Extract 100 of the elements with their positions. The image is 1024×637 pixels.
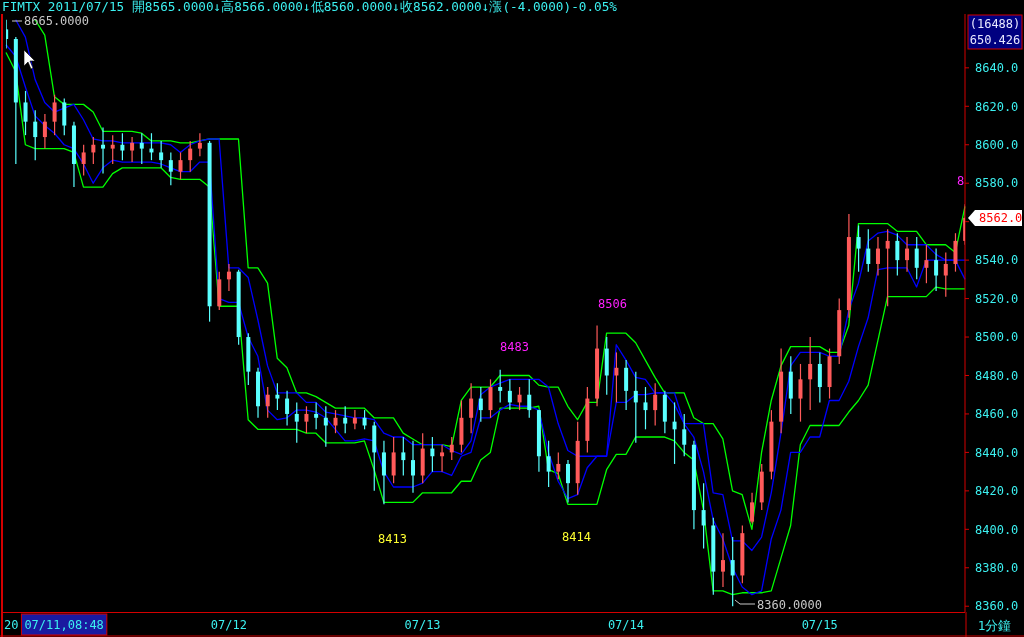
x-tick-label: 07/15 xyxy=(801,618,838,632)
text: 8562.0 xyxy=(979,211,1023,225)
candlestick xyxy=(33,109,38,161)
candlestick xyxy=(440,444,445,473)
candlestick xyxy=(323,405,328,448)
candlestick xyxy=(130,136,135,163)
candlestick xyxy=(449,436,454,461)
candlestick xyxy=(101,126,106,175)
candlestick xyxy=(343,405,348,434)
y-tick-label: 8380.0 xyxy=(975,561,1019,576)
candlestick xyxy=(953,232,958,273)
y-tick-label: 8640.0 xyxy=(975,61,1019,76)
candlestick xyxy=(430,436,435,473)
candlestick xyxy=(566,459,570,503)
candlestick xyxy=(498,369,503,404)
y-tick-label: 8540.0 xyxy=(975,253,1019,268)
candlestick xyxy=(720,532,725,588)
y-tick-label: 8420.0 xyxy=(975,484,1019,499)
candlestick xyxy=(817,351,822,404)
x-tick-label: 07/14 xyxy=(607,618,645,632)
candlestick xyxy=(556,451,561,480)
candlestick xyxy=(905,236,910,273)
candlestick xyxy=(178,151,183,180)
candlestick xyxy=(159,140,164,169)
candlestick xyxy=(730,536,735,607)
candlestick xyxy=(856,224,861,273)
candlestick xyxy=(62,98,67,136)
candlestick xyxy=(285,390,290,427)
candlestick xyxy=(527,378,532,419)
candlestick xyxy=(352,409,357,430)
candlestick xyxy=(91,136,96,165)
y-tick-label: 8480.0 xyxy=(975,368,1019,383)
annotation: 8506 xyxy=(598,297,627,311)
candlestick xyxy=(701,482,706,550)
candlestick xyxy=(139,132,144,165)
candlestick xyxy=(23,90,28,136)
candlestick xyxy=(197,132,202,157)
annotation: 8414 xyxy=(562,530,591,544)
candlestick xyxy=(275,382,280,411)
annotation: 8360.0000 xyxy=(757,598,823,612)
candlestick xyxy=(42,113,47,150)
candlestick xyxy=(81,144,86,177)
candlestick xyxy=(411,440,416,494)
candlestick xyxy=(682,413,687,457)
candlestick xyxy=(750,492,755,525)
y-tick-label: 8440.0 xyxy=(975,445,1019,460)
candlestick xyxy=(798,363,803,423)
candlestick xyxy=(110,134,115,165)
x-axis-title: 1分鐘 xyxy=(977,618,1012,633)
candlestick xyxy=(469,382,474,434)
candlestick xyxy=(914,236,919,280)
candlestick xyxy=(875,236,880,277)
candlestick xyxy=(478,386,483,423)
candlestick xyxy=(52,94,57,136)
candlestick xyxy=(924,244,929,284)
annotation: 8665.0000 xyxy=(24,14,90,28)
candlestick xyxy=(304,405,309,434)
annotation: 8 xyxy=(957,174,965,188)
candlestick xyxy=(507,378,512,411)
y-tick-label: 8580.0 xyxy=(975,176,1019,191)
candlestick xyxy=(120,132,125,161)
candlestick xyxy=(226,263,231,292)
candlestick xyxy=(314,401,319,430)
candlestick xyxy=(808,336,813,411)
x-tick-label: 07/11,08:48 xyxy=(24,618,104,632)
candlestick xyxy=(294,401,299,444)
chart-title: FIMTX 2011/07/15 開8565.0000↓高8566.0000↓低8560.0000↓收8562.0000↓漲(-4.0000)-0.05% xyxy=(2,0,618,14)
candlestick xyxy=(885,228,890,307)
candlestick xyxy=(381,440,386,505)
candlestick xyxy=(643,386,648,430)
candlestick xyxy=(517,386,522,411)
candlestick xyxy=(488,378,493,419)
candlestick xyxy=(401,436,406,477)
candlestick xyxy=(895,232,900,277)
y-tick-label: 8360.0 xyxy=(975,599,1019,614)
candlestick xyxy=(546,440,551,488)
annotation: 8483 xyxy=(500,340,529,354)
y-tick-label: 8520.0 xyxy=(975,291,1019,306)
y-tick-label: 8620.0 xyxy=(975,99,1019,114)
candlestick xyxy=(653,382,658,427)
y-tick-label: 8400.0 xyxy=(975,522,1019,537)
x-tick-label: 07/13 xyxy=(404,618,441,632)
text: 650.426 xyxy=(969,33,1021,47)
candlestick xyxy=(934,247,939,292)
candlestick xyxy=(672,401,677,465)
y-tick-label: 8500.0 xyxy=(975,330,1019,345)
text: (16488) xyxy=(969,17,1021,31)
x-tick-label: 07/12 xyxy=(210,618,247,632)
candlestick xyxy=(866,228,871,273)
y-tick-label: 8600.0 xyxy=(975,138,1019,153)
candlestick xyxy=(391,436,396,484)
text: 20 xyxy=(4,618,19,632)
candlestick xyxy=(168,151,173,186)
candlestick xyxy=(362,409,367,430)
candlestick xyxy=(333,409,338,434)
candlestick xyxy=(265,386,270,419)
annotation: 8413 xyxy=(378,532,407,546)
candlestick xyxy=(633,371,638,444)
candlestick xyxy=(188,140,193,173)
candlestick xyxy=(624,359,629,411)
